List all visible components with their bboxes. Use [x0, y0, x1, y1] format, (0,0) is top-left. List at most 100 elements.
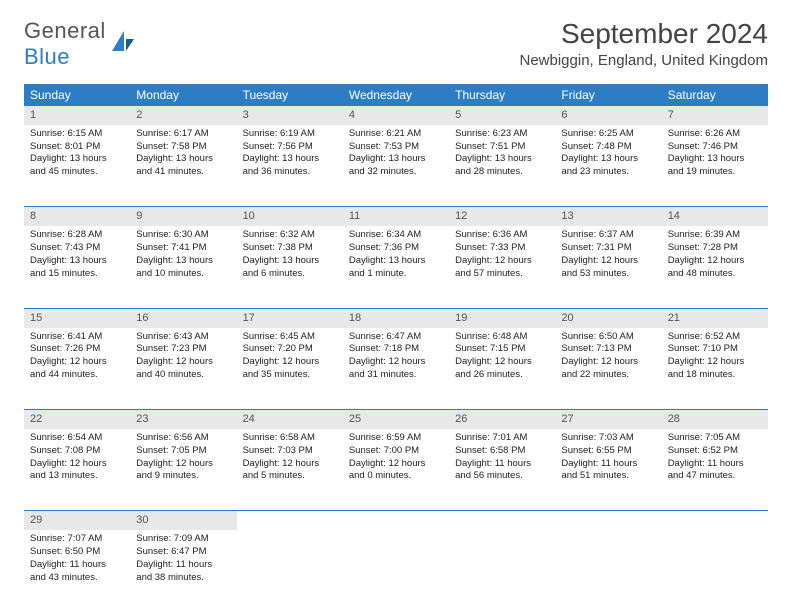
daylight-line: Daylight: 13 hours and 19 minutes.: [668, 153, 762, 179]
daylight-line: Daylight: 12 hours and 48 minutes.: [668, 255, 762, 281]
day-cell: [662, 530, 768, 612]
sunset-line: Sunset: 8:01 PM: [30, 141, 124, 154]
sunrise-line: Sunrise: 6:50 AM: [561, 331, 655, 344]
sunrise-line: Sunrise: 6:17 AM: [136, 128, 230, 141]
day-number: 13: [555, 207, 661, 226]
day-number: 22: [24, 410, 130, 429]
day-number: 12: [449, 207, 555, 226]
title-block: September 2024 Newbiggin, England, Unite…: [520, 18, 769, 69]
sunset-line: Sunset: 7:51 PM: [455, 141, 549, 154]
day-number-row: 891011121314: [24, 207, 768, 226]
daylight-line: Daylight: 11 hours and 38 minutes.: [136, 559, 230, 585]
sunrise-line: Sunrise: 6:54 AM: [30, 432, 124, 445]
sunset-line: Sunset: 7:20 PM: [243, 343, 337, 356]
sunset-line: Sunset: 7:18 PM: [349, 343, 443, 356]
day-cell: Sunrise: 7:01 AMSunset: 6:58 PMDaylight:…: [449, 429, 555, 511]
sunrise-line: Sunrise: 6:30 AM: [136, 229, 230, 242]
sunrise-line: Sunrise: 6:52 AM: [668, 331, 762, 344]
day-number: 23: [130, 410, 236, 429]
sunrise-line: Sunrise: 7:03 AM: [561, 432, 655, 445]
day-cell: Sunrise: 6:50 AMSunset: 7:13 PMDaylight:…: [555, 328, 661, 410]
daylight-line: Daylight: 11 hours and 43 minutes.: [30, 559, 124, 585]
daylight-line: Daylight: 12 hours and 26 minutes.: [455, 356, 549, 382]
sunset-line: Sunset: 7:28 PM: [668, 242, 762, 255]
day-number: 19: [449, 308, 555, 327]
day-cell: Sunrise: 6:39 AMSunset: 7:28 PMDaylight:…: [662, 226, 768, 308]
day-number: 5: [449, 106, 555, 125]
day-cell: Sunrise: 6:32 AMSunset: 7:38 PMDaylight:…: [237, 226, 343, 308]
day-number: 3: [237, 106, 343, 125]
day-number: 11: [343, 207, 449, 226]
sunrise-line: Sunrise: 6:43 AM: [136, 331, 230, 344]
day-number: 15: [24, 308, 130, 327]
day-cell: [449, 530, 555, 612]
day-number-row: 15161718192021: [24, 308, 768, 327]
weekday-header-row: SundayMondayTuesdayWednesdayThursdayFrid…: [24, 84, 768, 106]
logo-text-2: Blue: [24, 44, 70, 69]
daylight-line: Daylight: 12 hours and 13 minutes.: [30, 458, 124, 484]
sunrise-line: Sunrise: 6:15 AM: [30, 128, 124, 141]
daylight-line: Daylight: 13 hours and 6 minutes.: [243, 255, 337, 281]
weekday-header: Sunday: [24, 84, 130, 106]
weekday-header: Thursday: [449, 84, 555, 106]
day-number: [662, 511, 768, 530]
daylight-line: Daylight: 12 hours and 22 minutes.: [561, 356, 655, 382]
sunrise-line: Sunrise: 6:23 AM: [455, 128, 549, 141]
sunrise-line: Sunrise: 6:45 AM: [243, 331, 337, 344]
day-number: 17: [237, 308, 343, 327]
weekday-header: Wednesday: [343, 84, 449, 106]
sunrise-line: Sunrise: 6:47 AM: [349, 331, 443, 344]
sunset-line: Sunset: 7:00 PM: [349, 445, 443, 458]
daylight-line: Daylight: 12 hours and 53 minutes.: [561, 255, 655, 281]
sunset-line: Sunset: 7:48 PM: [561, 141, 655, 154]
day-number-row: 1234567: [24, 106, 768, 125]
day-cell: Sunrise: 6:52 AMSunset: 7:10 PMDaylight:…: [662, 328, 768, 410]
sunrise-line: Sunrise: 7:05 AM: [668, 432, 762, 445]
sunrise-line: Sunrise: 6:19 AM: [243, 128, 337, 141]
day-number-row: 2930: [24, 511, 768, 530]
day-cell: Sunrise: 6:54 AMSunset: 7:08 PMDaylight:…: [24, 429, 130, 511]
day-number: 9: [130, 207, 236, 226]
sunset-line: Sunset: 7:13 PM: [561, 343, 655, 356]
day-cell: [343, 530, 449, 612]
day-cell: Sunrise: 6:28 AMSunset: 7:43 PMDaylight:…: [24, 226, 130, 308]
daylight-line: Daylight: 13 hours and 10 minutes.: [136, 255, 230, 281]
day-content-row: Sunrise: 6:28 AMSunset: 7:43 PMDaylight:…: [24, 226, 768, 308]
daylight-line: Daylight: 12 hours and 35 minutes.: [243, 356, 337, 382]
month-title: September 2024: [520, 18, 769, 50]
day-cell: Sunrise: 6:59 AMSunset: 7:00 PMDaylight:…: [343, 429, 449, 511]
daylight-line: Daylight: 11 hours and 51 minutes.: [561, 458, 655, 484]
day-number: [237, 511, 343, 530]
day-number: 14: [662, 207, 768, 226]
daylight-line: Daylight: 11 hours and 56 minutes.: [455, 458, 549, 484]
day-cell: Sunrise: 6:17 AMSunset: 7:58 PMDaylight:…: [130, 125, 236, 207]
sunset-line: Sunset: 7:31 PM: [561, 242, 655, 255]
day-cell: Sunrise: 6:30 AMSunset: 7:41 PMDaylight:…: [130, 226, 236, 308]
day-number: 18: [343, 308, 449, 327]
day-number: 10: [237, 207, 343, 226]
logo: General Blue: [24, 18, 136, 70]
day-number: 7: [662, 106, 768, 125]
day-cell: Sunrise: 7:09 AMSunset: 6:47 PMDaylight:…: [130, 530, 236, 612]
sunrise-line: Sunrise: 7:07 AM: [30, 533, 124, 546]
day-cell: Sunrise: 6:15 AMSunset: 8:01 PMDaylight:…: [24, 125, 130, 207]
day-cell: Sunrise: 6:37 AMSunset: 7:31 PMDaylight:…: [555, 226, 661, 308]
day-cell: Sunrise: 6:23 AMSunset: 7:51 PMDaylight:…: [449, 125, 555, 207]
sunset-line: Sunset: 6:55 PM: [561, 445, 655, 458]
day-number: 30: [130, 511, 236, 530]
logo-text-1: General: [24, 18, 106, 43]
sunset-line: Sunset: 7:26 PM: [30, 343, 124, 356]
sunrise-line: Sunrise: 6:37 AM: [561, 229, 655, 242]
sunrise-line: Sunrise: 6:34 AM: [349, 229, 443, 242]
sunset-line: Sunset: 7:36 PM: [349, 242, 443, 255]
sunrise-line: Sunrise: 6:36 AM: [455, 229, 549, 242]
day-number: 4: [343, 106, 449, 125]
sunrise-line: Sunrise: 6:32 AM: [243, 229, 337, 242]
daylight-line: Daylight: 13 hours and 1 minute.: [349, 255, 443, 281]
day-number: 1: [24, 106, 130, 125]
day-cell: Sunrise: 6:58 AMSunset: 7:03 PMDaylight:…: [237, 429, 343, 511]
sunset-line: Sunset: 7:15 PM: [455, 343, 549, 356]
daylight-line: Daylight: 12 hours and 40 minutes.: [136, 356, 230, 382]
day-cell: Sunrise: 7:07 AMSunset: 6:50 PMDaylight:…: [24, 530, 130, 612]
sunrise-line: Sunrise: 6:41 AM: [30, 331, 124, 344]
